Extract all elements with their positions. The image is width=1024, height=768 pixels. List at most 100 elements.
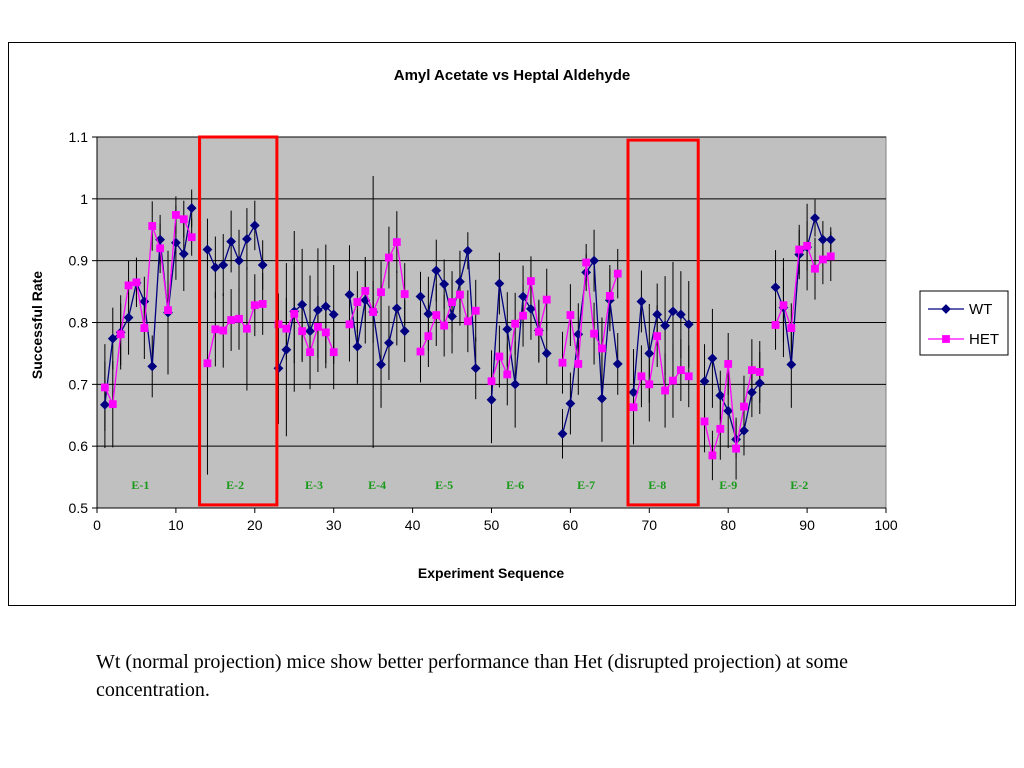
data-point	[495, 352, 504, 361]
data-point	[612, 359, 623, 369]
data-point	[100, 383, 109, 392]
data-point	[787, 324, 796, 332]
legend-box	[919, 290, 1009, 356]
data-point	[282, 324, 291, 333]
data-point	[391, 303, 402, 314]
data-point	[510, 379, 521, 390]
chart-frame: E-1 E-2 E-3 E-4 E-5 E-6 E-7 E-8 E-9 E-2 0.5 0.6 0.7…	[8, 42, 1016, 606]
x-tick-label: 100	[874, 517, 898, 533]
data-point	[156, 244, 165, 253]
data-point	[344, 289, 355, 300]
data-point	[99, 399, 110, 410]
series-line	[561, 262, 619, 365]
data-point	[290, 309, 299, 318]
data-point	[724, 360, 733, 368]
data-point	[534, 327, 543, 336]
data-point	[281, 344, 292, 355]
data-point	[786, 359, 797, 370]
data-point	[590, 329, 598, 338]
data-point	[637, 372, 646, 381]
data-point	[739, 425, 749, 436]
data-point	[527, 277, 535, 285]
data-point	[771, 321, 780, 329]
data-point	[628, 387, 639, 398]
data-point	[471, 306, 480, 315]
data-point	[108, 400, 117, 409]
data-point	[400, 290, 409, 298]
data-point	[227, 316, 236, 324]
segment-label: E-5	[435, 478, 453, 492]
data-point	[352, 341, 363, 352]
data-point	[542, 295, 551, 304]
data-point	[377, 288, 385, 297]
data-point	[345, 320, 354, 329]
data-point	[274, 320, 283, 329]
series-line	[348, 294, 406, 365]
segment-label: E-7	[577, 478, 595, 492]
y-tick-label: 1.1	[69, 129, 89, 145]
data-point	[675, 309, 686, 320]
data-point	[202, 244, 213, 255]
data-point	[179, 215, 188, 224]
data-point	[361, 287, 370, 295]
data-point	[740, 402, 748, 411]
data-point	[779, 301, 788, 310]
data-point	[124, 281, 133, 290]
data-point	[503, 370, 512, 379]
data-point	[172, 211, 180, 219]
segment-label: E-2	[790, 478, 808, 492]
data-point	[636, 296, 647, 307]
data-point	[746, 387, 757, 398]
x-tick-label: 70	[642, 517, 658, 533]
data-point	[328, 309, 339, 320]
data-point	[541, 348, 552, 359]
data-point	[306, 348, 314, 357]
data-point	[399, 326, 410, 337]
segment-label: E-4	[368, 478, 386, 492]
data-point	[613, 269, 622, 278]
data-point	[187, 233, 196, 242]
data-point	[210, 262, 221, 273]
data-point	[218, 260, 229, 270]
data-point	[447, 311, 457, 322]
data-point	[526, 303, 536, 314]
data-point	[211, 325, 220, 334]
data-point	[519, 311, 527, 320]
data-point	[732, 444, 740, 453]
series-layer	[99, 203, 836, 460]
data-point	[140, 324, 149, 332]
data-point	[511, 319, 520, 328]
data-point	[250, 301, 259, 310]
segment-labels: E-1 E-2 E-3 E-4 E-5 E-6 E-7 E-8 E-9 E-2	[131, 478, 808, 492]
data-point	[249, 220, 260, 231]
data-point	[243, 324, 251, 333]
data-point	[132, 278, 141, 287]
data-point	[716, 424, 725, 433]
data-point	[353, 298, 362, 306]
axes: 0.5 0.6 0.7 0.8 0.9 1 1.1 0 10 20 30 40 50 60 70 80 90 10…	[69, 129, 898, 533]
data-point	[653, 332, 662, 341]
data-point	[392, 238, 401, 247]
data-point	[415, 291, 426, 302]
data-point	[754, 378, 765, 389]
data-point	[116, 330, 125, 339]
data-point	[558, 358, 567, 367]
data-point	[203, 359, 212, 368]
data-point	[645, 380, 654, 389]
data-point	[589, 255, 599, 266]
data-point	[502, 324, 513, 335]
data-point	[810, 213, 820, 223]
data-point	[660, 320, 670, 331]
data-point	[313, 305, 323, 316]
data-point	[598, 344, 606, 353]
data-point	[644, 348, 655, 359]
segment-label: E-2	[226, 478, 244, 492]
data-point	[605, 292, 614, 300]
x-tick-label: 0	[93, 517, 101, 533]
series-line	[419, 250, 477, 369]
x-tick-label: 40	[405, 517, 421, 533]
data-point	[297, 299, 308, 310]
legend-label: WT	[969, 301, 992, 318]
y-tick-label: 0.7	[69, 376, 89, 392]
y-tick-label: 0.5	[69, 500, 89, 516]
